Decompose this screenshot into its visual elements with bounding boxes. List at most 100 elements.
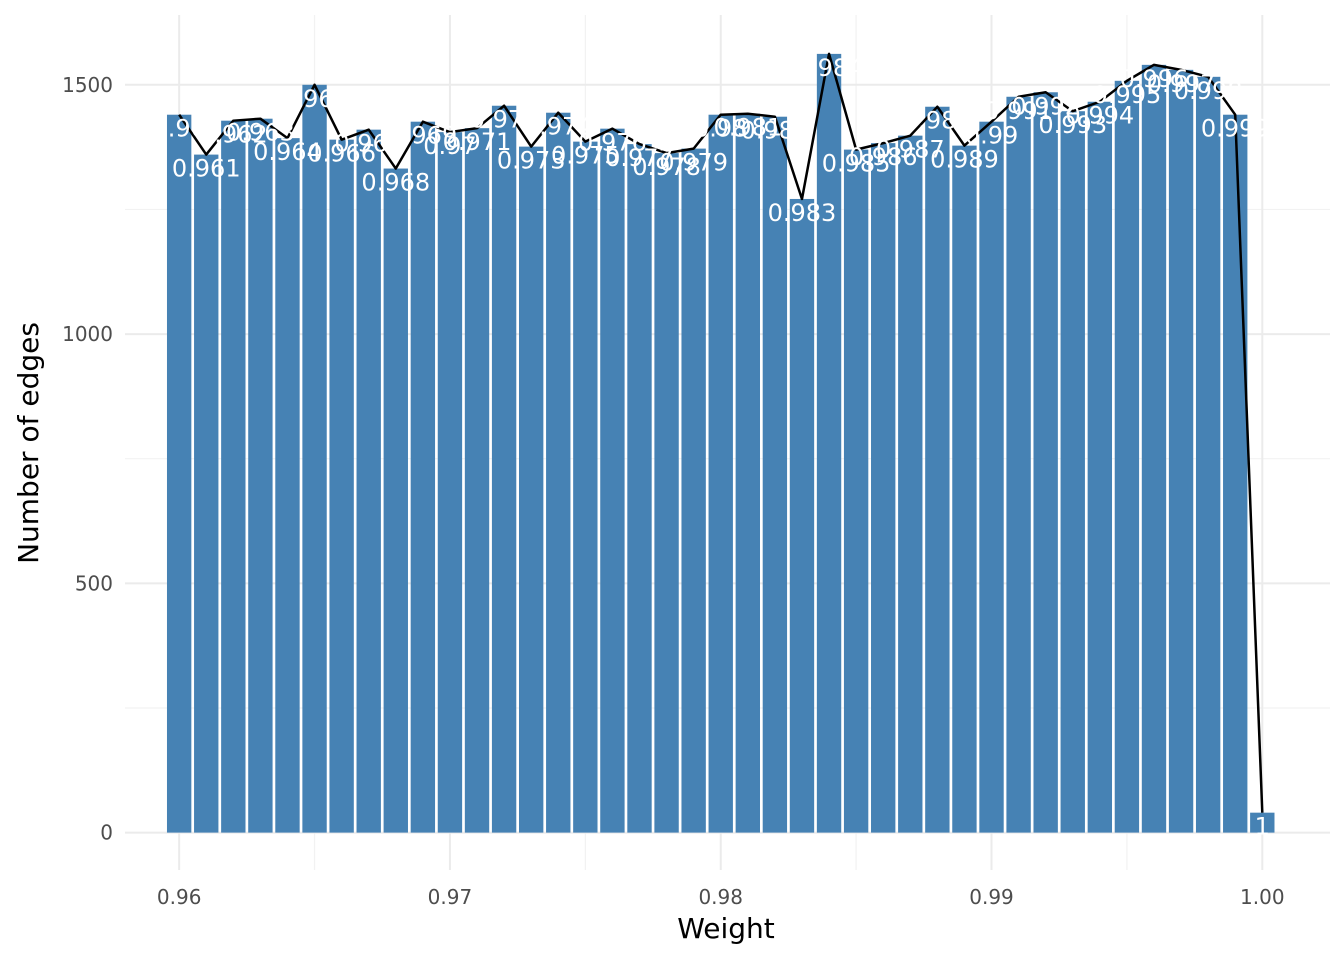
bar-label: 1: [1255, 813, 1270, 841]
bar: [194, 154, 219, 833]
bar-label: 0.994: [1065, 102, 1134, 130]
x-tick-label: 0.99: [969, 885, 1014, 909]
bar: [1033, 92, 1058, 833]
bar: [410, 121, 436, 833]
bar: [1006, 96, 1031, 833]
bar-label: 0.969: [389, 122, 458, 150]
bar: [979, 121, 1004, 833]
bar-label: 0.97: [423, 132, 476, 160]
bar: [437, 132, 463, 833]
bar-label: 0.997: [1147, 70, 1216, 98]
bar: [654, 153, 679, 833]
x-tick-label: 1.00: [1240, 885, 1285, 909]
y-tick-label: 500: [75, 571, 113, 595]
bar: [573, 141, 598, 833]
bar-label: 0.986: [849, 143, 918, 171]
bar-label: 0.991: [984, 97, 1053, 125]
bar-label: 0.972: [470, 106, 539, 134]
bar-label: 0.962: [199, 121, 268, 149]
bar: [1141, 64, 1167, 833]
bar: [1223, 114, 1248, 833]
bar: [600, 128, 625, 833]
bar-label: 0.961: [172, 155, 241, 183]
bar-label: 0.979: [659, 149, 728, 177]
bar-label: 0.964: [253, 138, 322, 166]
bar: [1250, 812, 1275, 833]
bar: [546, 112, 571, 833]
bar-label: 0.988: [903, 107, 972, 135]
bar-label: 0.963: [226, 119, 295, 147]
bar: [789, 198, 815, 833]
bar: [518, 146, 544, 833]
bar-label: 0.984: [795, 54, 864, 82]
bar: [735, 113, 760, 833]
bar: [275, 138, 300, 833]
y-tick-label: 1500: [62, 73, 113, 97]
bar: [871, 143, 896, 833]
x-tick-label: 0.96: [157, 885, 202, 909]
bar: [925, 106, 950, 833]
bar-label: 0.974: [524, 113, 593, 141]
y-axis-title: Number of edges: [12, 322, 45, 564]
bar-label: 0.966: [307, 140, 376, 168]
bar-label: 0.96: [152, 115, 205, 143]
bar-label: 0.985: [822, 150, 891, 178]
bar-label: 0.982: [741, 117, 810, 145]
bar: [952, 145, 977, 833]
bar-label: 0.967: [334, 130, 403, 158]
x-axis-title: Weight: [677, 912, 775, 945]
bar-label: 0.978: [632, 153, 701, 181]
bar: [627, 144, 652, 833]
bar-label: 0.99: [965, 122, 1018, 150]
series-line: [178, 52, 1264, 813]
x-tick-label: 0.97: [428, 885, 473, 909]
bar-label: 0.989: [930, 146, 999, 174]
bar: [302, 84, 327, 833]
bar: [1087, 101, 1113, 833]
bar: [843, 149, 869, 833]
bar-label: 0.981: [713, 114, 782, 142]
bar-label: 0.993: [1038, 111, 1107, 139]
bar: [816, 53, 842, 833]
bar: [898, 135, 923, 833]
bar-label: 0.999: [1201, 115, 1270, 143]
bar-label: 0.983: [768, 199, 837, 227]
bar-label: 0.968: [361, 169, 430, 197]
bar: [329, 139, 354, 833]
x-axis-ticks: 0.96 0.97 0.98 0.99 1.00: [157, 885, 1285, 909]
bar: [356, 129, 381, 833]
bar-label: 0.975: [551, 142, 620, 170]
bar: [464, 128, 490, 833]
bar: [1168, 69, 1194, 833]
bar: [762, 116, 788, 833]
bar-labels: 0.960.9610.9620.9630.9640.9650.9660.9670…: [152, 54, 1270, 841]
bar: [681, 148, 706, 833]
frequency-line: [178, 52, 1264, 813]
bar-label: 0.987: [876, 136, 945, 164]
bar-label: 0.971: [443, 128, 512, 156]
y-tick-label: 1000: [62, 322, 113, 346]
bar-label: 0.977: [605, 144, 674, 172]
bar: [1195, 76, 1221, 833]
bar: [166, 114, 192, 833]
bar-label: 0.976: [578, 129, 647, 157]
bar: [1114, 80, 1140, 833]
bar-label: 0.998: [1174, 77, 1243, 105]
bar-label: 0.995: [1093, 81, 1162, 109]
bar: [383, 168, 408, 833]
bar-label: 0.98: [694, 115, 747, 143]
bar: [1060, 111, 1085, 833]
bar: [491, 105, 517, 833]
x-tick-label: 0.98: [698, 885, 743, 909]
bars: [166, 53, 1275, 833]
bar-label: 0.992: [1011, 92, 1080, 120]
bar-label: 0.973: [497, 147, 566, 175]
y-axis-ticks: 0 500 1000 1500: [62, 73, 113, 845]
bar-label: 0.996: [1120, 65, 1189, 93]
bar: [708, 114, 733, 833]
bar: [221, 120, 246, 833]
bar-label: 0.965: [280, 85, 349, 113]
bar: [248, 118, 273, 833]
y-tick-label: 0: [100, 821, 113, 845]
